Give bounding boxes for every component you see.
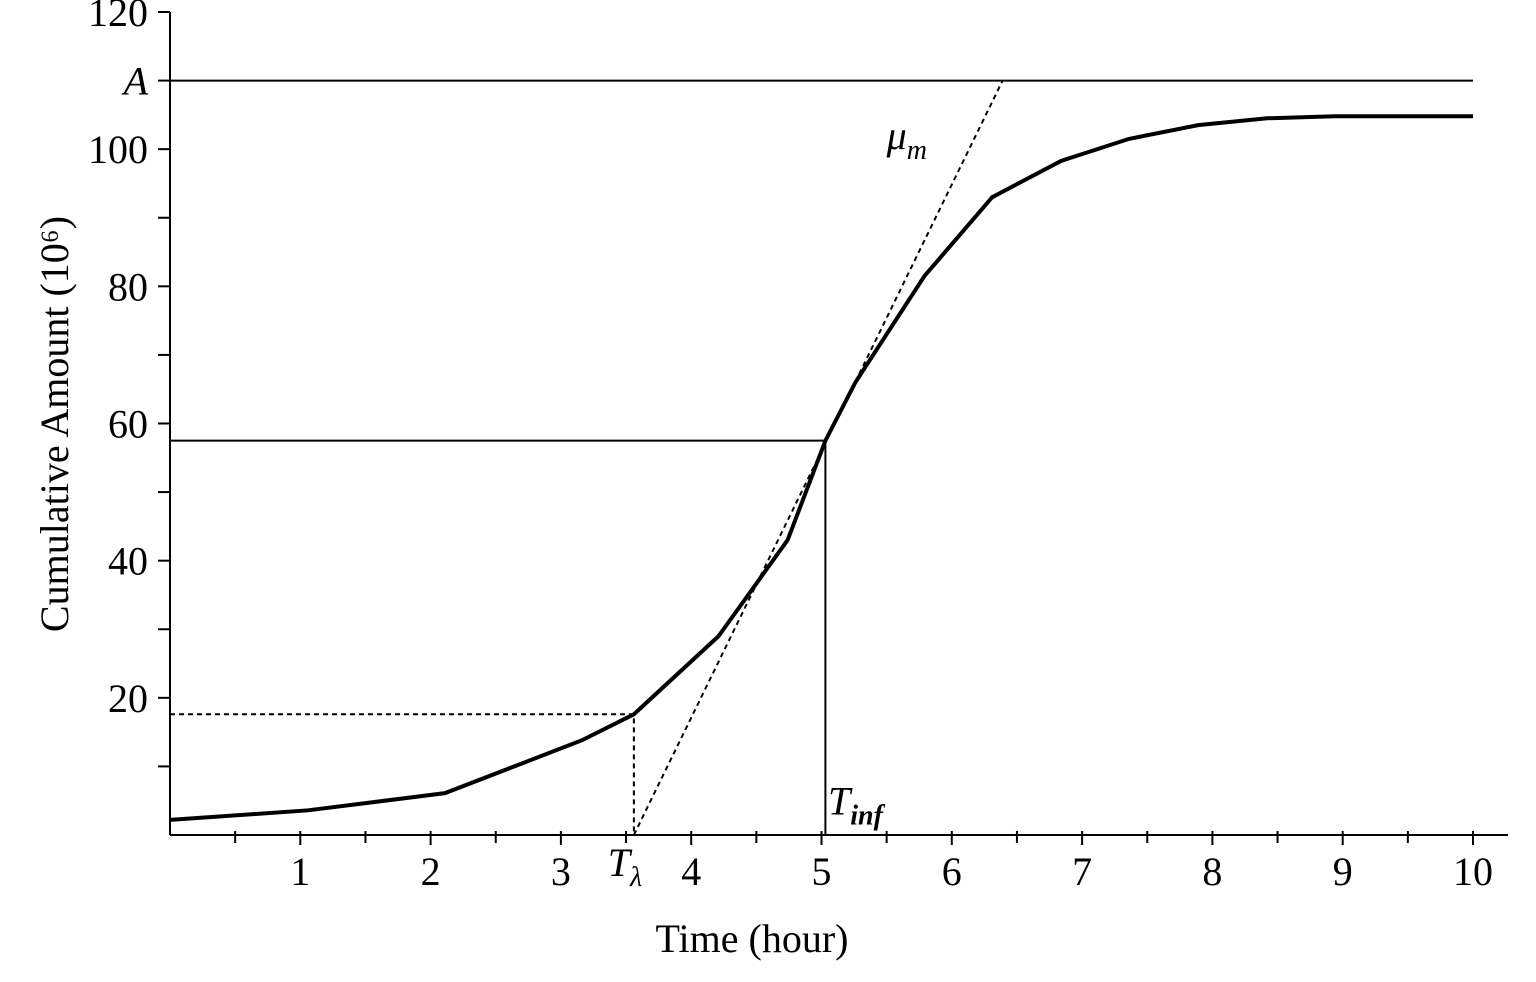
annotation-base: μ bbox=[886, 113, 907, 158]
x-tick-label: 9 bbox=[1333, 849, 1353, 894]
y-tick-label: 80 bbox=[108, 264, 148, 309]
reference-line bbox=[632, 80, 1004, 836]
y-tick-label: 20 bbox=[108, 676, 148, 721]
x-tick-label: 8 bbox=[1202, 849, 1222, 894]
annotation: Tinf bbox=[828, 778, 886, 831]
x-tick-label: 6 bbox=[942, 849, 962, 894]
annotation-sub: m bbox=[907, 135, 927, 166]
y-tick-label: 40 bbox=[108, 539, 148, 584]
y-tick-label: A bbox=[121, 59, 149, 104]
x-tick-label: 10 bbox=[1453, 849, 1493, 894]
x-tick-label: 4 bbox=[681, 849, 701, 894]
y-axis-label: Cumulative Amount (10⁶) bbox=[32, 216, 77, 632]
reference-line bbox=[170, 439, 827, 835]
x-tick-label: 7 bbox=[1072, 849, 1092, 894]
x-tick-label: 5 bbox=[812, 849, 832, 894]
x-tick-label: 3 bbox=[551, 849, 571, 894]
annotation: Tλ bbox=[608, 840, 642, 893]
x-tick-label: 2 bbox=[421, 849, 441, 894]
line bbox=[169, 114, 1473, 822]
annotation-base: T bbox=[608, 840, 633, 885]
y-tick-label: 120 bbox=[88, 0, 148, 35]
y-tick-label: 100 bbox=[88, 127, 148, 172]
annotation-sub: inf bbox=[850, 800, 885, 831]
x-axis-label: Time (hour) bbox=[656, 916, 849, 961]
annotation-sub: λ bbox=[629, 862, 642, 893]
annotation: μm bbox=[886, 113, 927, 166]
x-tick-label: 1 bbox=[290, 849, 310, 894]
annotation-base: T bbox=[828, 778, 853, 823]
y-tick-label: 60 bbox=[108, 402, 148, 447]
